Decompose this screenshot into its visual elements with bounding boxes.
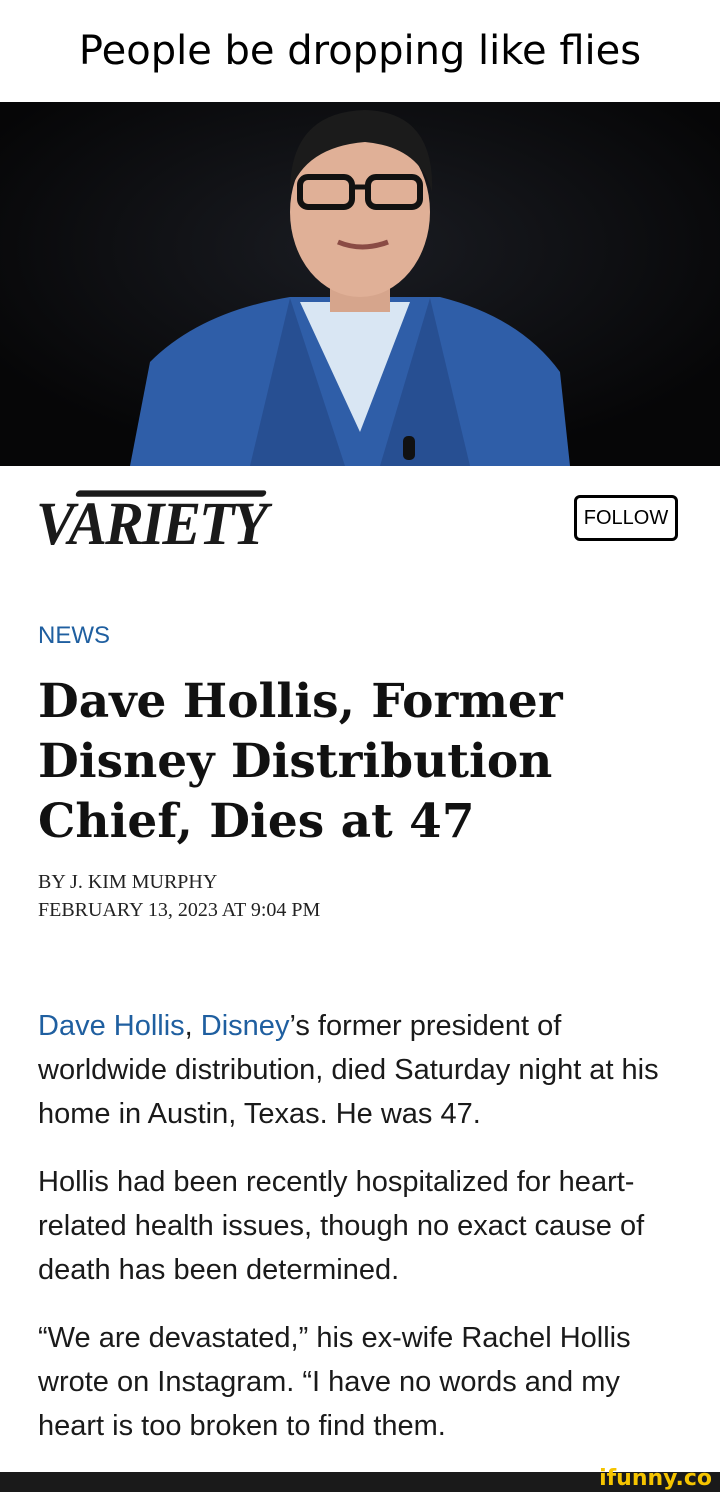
author: BY J. KIM MURPHY: [38, 871, 218, 893]
article-body: Dave Hollis, Disney’s former president o…: [38, 1004, 688, 1472]
variety-logo[interactable]: VARIETY: [36, 489, 268, 558]
follow-button[interactable]: FOLLOW: [574, 495, 678, 541]
section-label[interactable]: NEWS: [38, 622, 110, 649]
link-disney[interactable]: Disney: [200, 1010, 290, 1042]
article-headline: Dave Hollis, Former Disney Distribution …: [38, 674, 563, 849]
byline: BY J. KIM MURPHY FEBRUARY 13, 2023 AT 9:…: [38, 868, 320, 924]
link-dave-hollis[interactable]: Dave Hollis: [38, 1010, 185, 1042]
paragraph-2: Hollis had been recently hospitalized fo…: [38, 1166, 645, 1286]
article-photo: [0, 102, 720, 466]
publish-date: FEBRUARY 13, 2023 AT 9:04 PM: [38, 899, 321, 921]
ifunny-watermark: ifunny.co: [599, 1466, 712, 1491]
paragraph-3: “We are devastated,” his ex-wife Rachel …: [38, 1322, 631, 1442]
paragraph-1: Dave Hollis, Disney’s former president o…: [38, 1004, 688, 1136]
watermark-bar: ifunny.co: [0, 1466, 720, 1492]
meme-caption: People be dropping like flies: [78, 28, 642, 74]
text: ’s former president of worldwide distrib…: [38, 1010, 659, 1130]
text: ,: [184, 1010, 201, 1042]
